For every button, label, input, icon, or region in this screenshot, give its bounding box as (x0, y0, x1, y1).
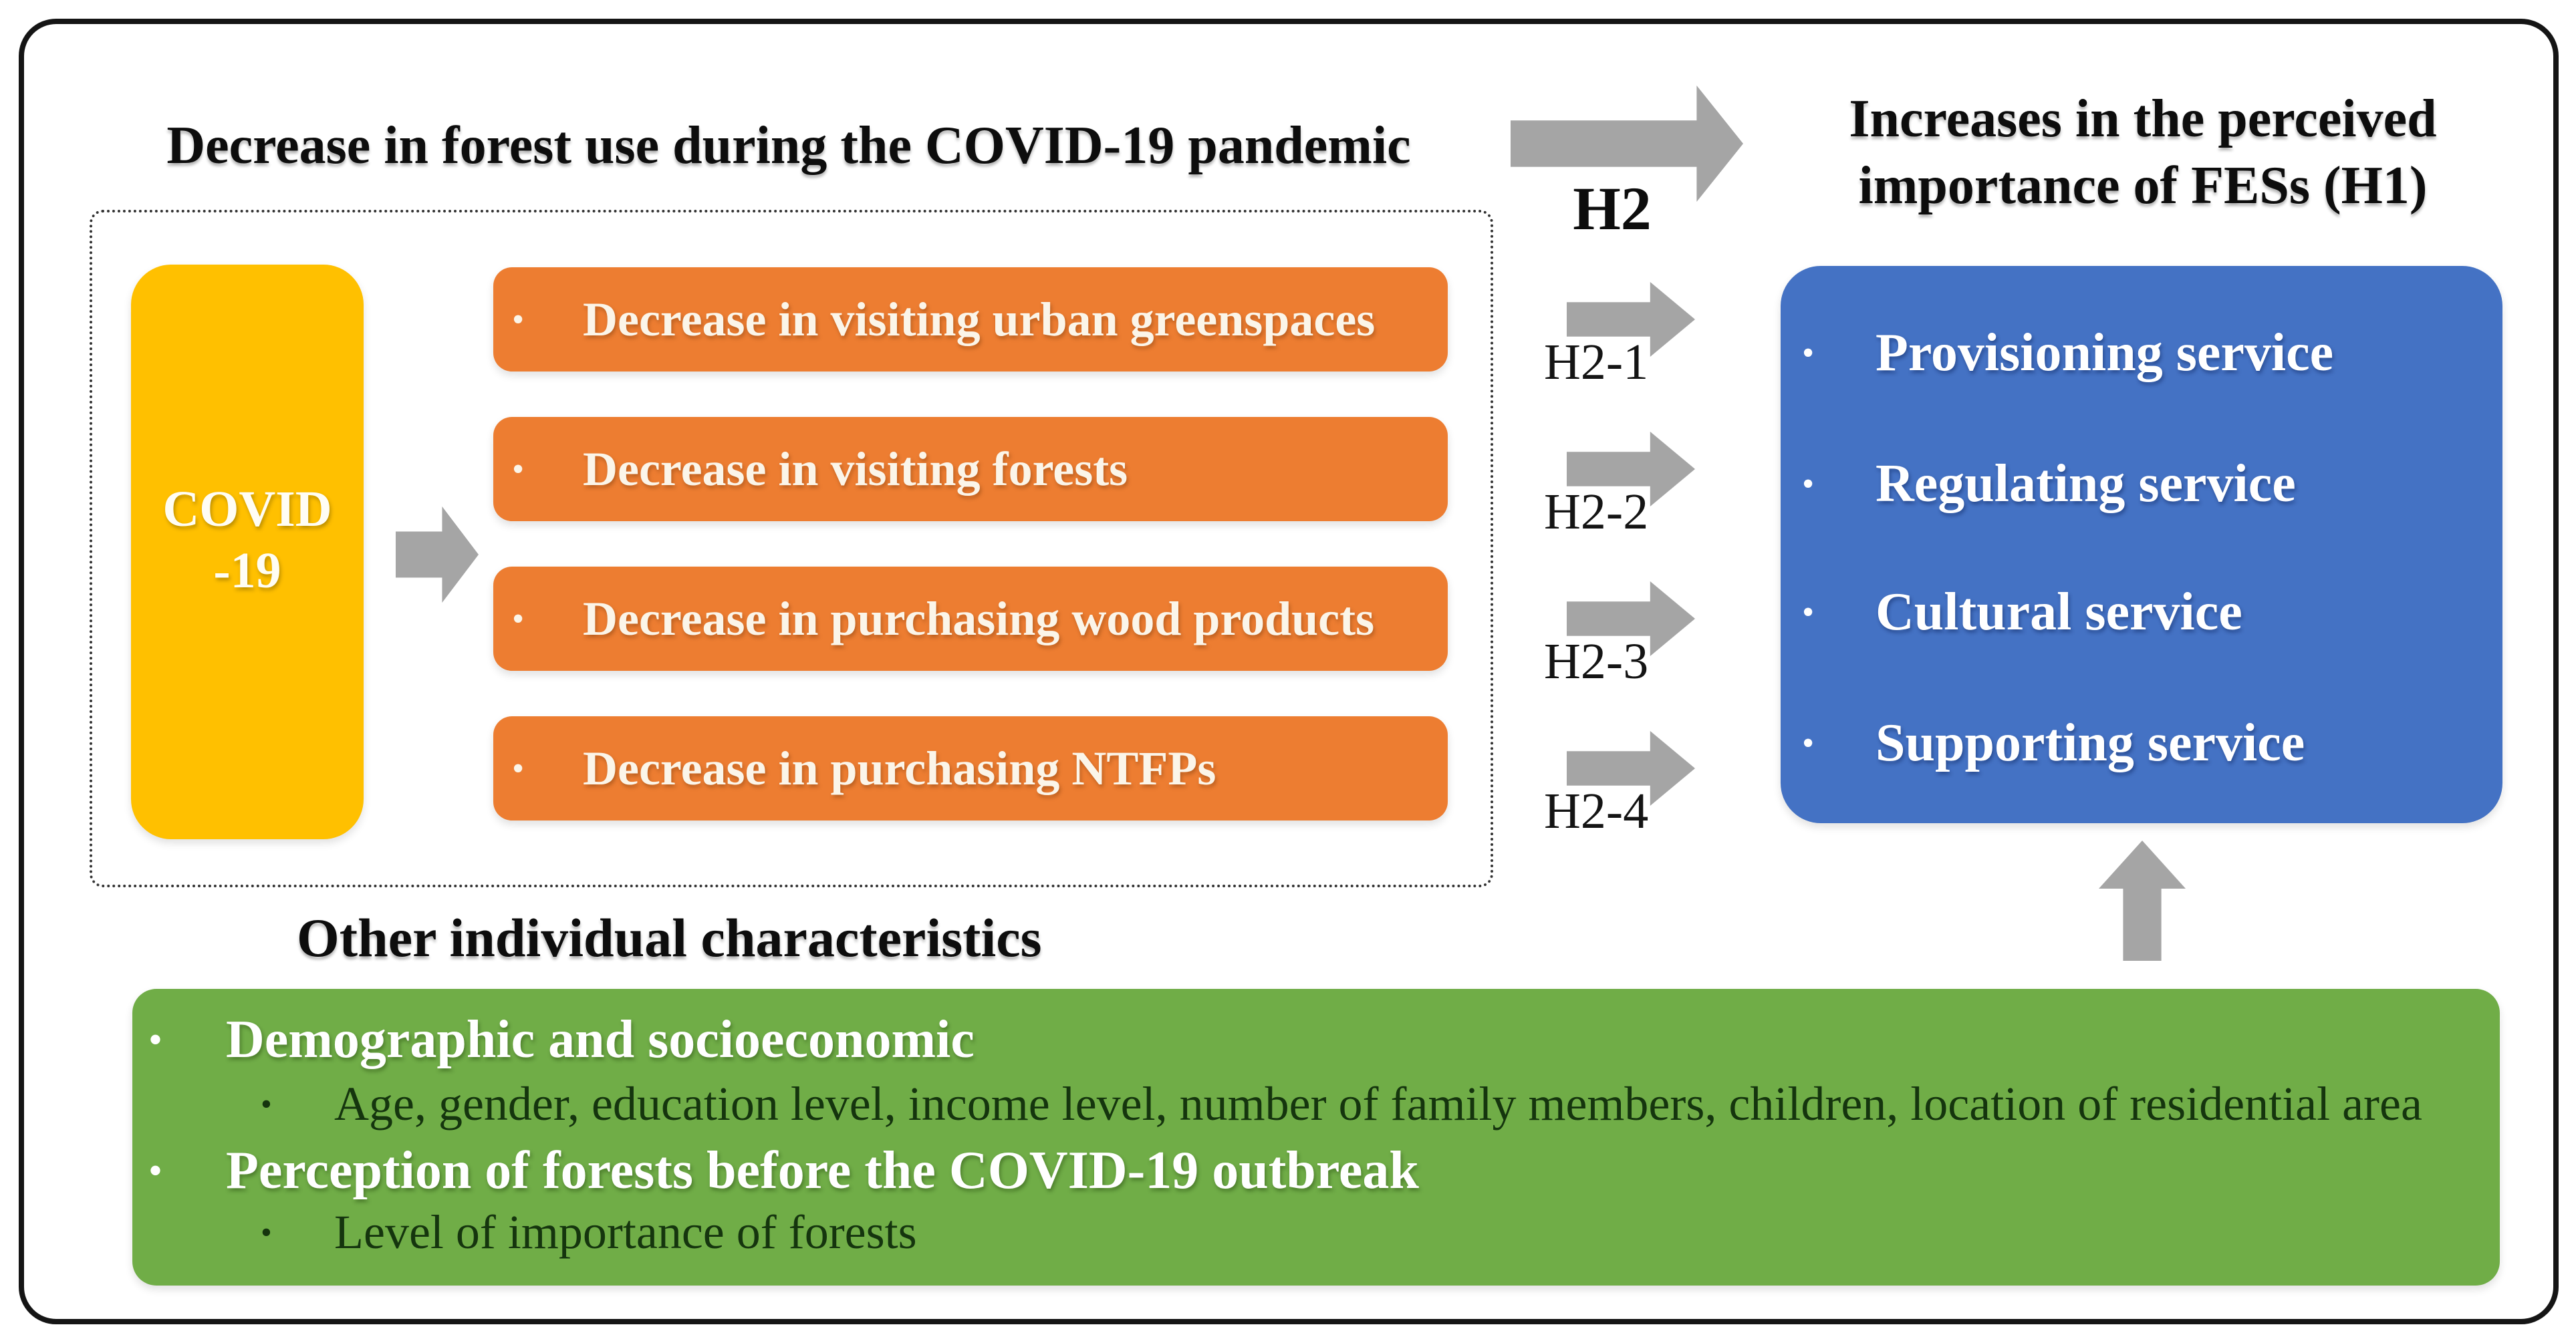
service-row-regulating: • Regulating service (1781, 450, 2502, 517)
decrease-box-visiting-forests: • Decrease in visiting forests (493, 417, 1448, 521)
decrease-item-label: Decrease in visiting forests (583, 442, 1128, 496)
characteristic-main-perception: • Perception of forests before the COVID… (132, 1139, 2500, 1203)
pandemic-section-title: Decrease in forest use during the COVID-… (166, 116, 1411, 175)
bullet-icon: • (1802, 464, 1815, 503)
bullet-icon: • (512, 599, 525, 638)
service-label: Cultural service (1876, 582, 2242, 641)
fes-section-title: Increases in the perceived importance of… (1765, 86, 2521, 219)
covid19-line1: COVID (162, 481, 332, 537)
characteristic-sub-demographic-detail: • Age, gender, education level, income l… (132, 1074, 2500, 1133)
characteristic-label: Demographic and socioeconomic (226, 1010, 975, 1069)
bullet-icon: • (148, 1017, 163, 1062)
h2-2-label: H2-2 (1544, 484, 1649, 540)
decrease-box-wood-products: • Decrease in purchasing wood products (493, 567, 1448, 671)
h2-1-label: H2-1 (1544, 334, 1649, 390)
pandemic-group-outline (90, 210, 1493, 887)
h2-label: H2 (1573, 174, 1652, 243)
service-row-supporting: • Supporting service (1781, 710, 2502, 776)
decrease-item-label: Decrease in visiting urban greenspaces (583, 292, 1376, 346)
h2-4-label: H2-4 (1544, 783, 1649, 839)
service-row-provisioning: • Provisioning service (1781, 319, 2502, 386)
characteristic-sub-importance-level: • Level of importance of forests (132, 1203, 2500, 1261)
bullet-icon: • (512, 450, 525, 488)
decrease-item-label: Decrease in purchasing NTFPs (583, 741, 1216, 795)
fes-title-line1: Increases in the perceived (1849, 90, 2437, 148)
bullet-icon: • (1802, 724, 1815, 762)
characteristic-main-demographic: • Demographic and socioeconomic (132, 1008, 2500, 1072)
decrease-item-label: Decrease in purchasing wood products (583, 591, 1375, 645)
service-label: Supporting service (1876, 713, 2305, 772)
bullet-icon: • (148, 1148, 163, 1193)
decrease-box-urban-greenspaces: • Decrease in visiting urban greenspaces (493, 267, 1448, 371)
characteristic-sub-label: Age, gender, education level, income lev… (334, 1076, 2422, 1131)
decrease-box-ntfps: • Decrease in purchasing NTFPs (493, 716, 1448, 820)
covid19-line2: -19 (213, 543, 281, 599)
characteristic-label: Perception of forests before the COVID-1… (226, 1141, 1419, 1200)
bullet-icon: • (512, 300, 525, 339)
covid19-box: COVID -19 (131, 265, 364, 839)
bullet-icon: • (261, 1086, 272, 1122)
bullet-icon: • (512, 749, 525, 788)
bullet-icon: • (1802, 593, 1815, 631)
fes-title-line2: importance of FESs (H1) (1858, 156, 2428, 215)
characteristics-box: • Demographic and socioeconomic • Age, g… (132, 989, 2500, 1286)
characteristic-sub-label: Level of importance of forests (334, 1205, 917, 1259)
h2-3-label: H2-3 (1544, 633, 1649, 690)
service-label: Provisioning service (1876, 323, 2334, 382)
bullet-icon: • (261, 1214, 272, 1250)
fes-services-box: • Provisioning service • Regulating serv… (1781, 266, 2502, 823)
bullet-icon: • (1802, 333, 1815, 372)
service-label: Regulating service (1876, 454, 2296, 513)
service-row-cultural: • Cultural service (1781, 579, 2502, 645)
characteristics-heading: Other individual characteristics (297, 907, 1042, 968)
